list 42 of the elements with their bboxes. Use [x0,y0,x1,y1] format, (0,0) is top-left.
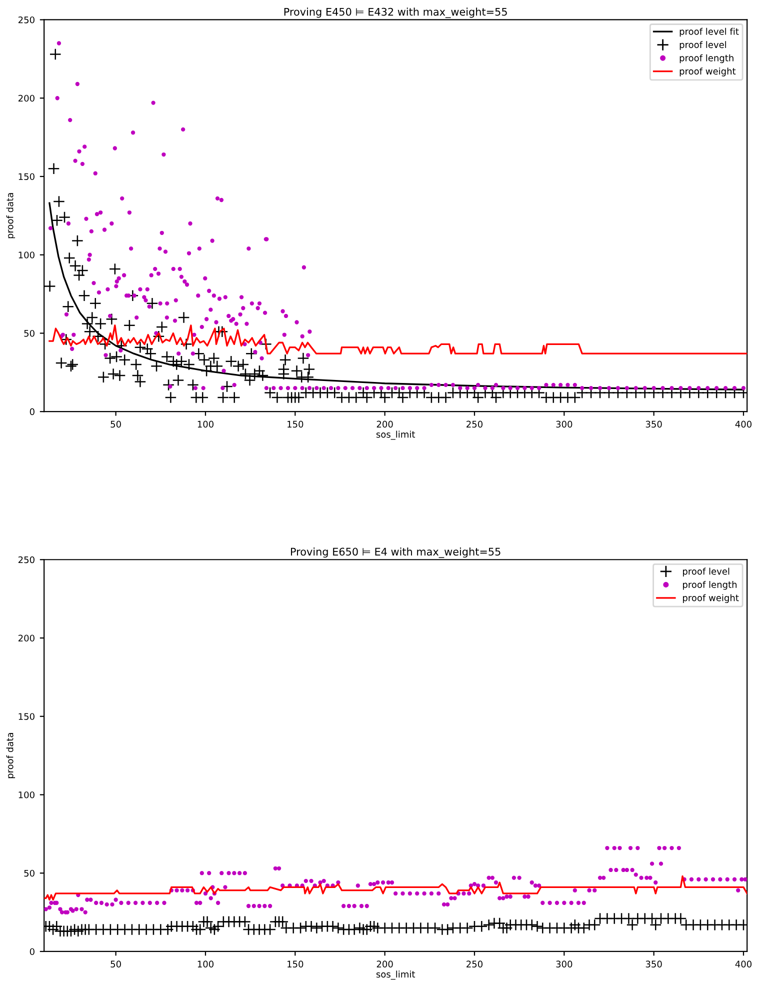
x-tick-label: 400 [735,420,752,428]
x-tick-label: 150 [288,420,304,428]
x-tick-label: 300 [556,960,572,968]
legend-label: proof level fit [680,28,739,37]
x-tick-label: 400 [735,960,752,968]
y-tick-label: 100 [18,252,34,258]
x-tick-label: 250 [466,420,483,428]
legend-label: proof length [683,581,737,590]
legend-label: proof level [683,568,730,576]
y-tick-label: 50 [24,330,34,337]
y-tick-label: 200 [18,94,34,102]
x-tick-label: 100 [198,420,214,428]
x-tick-label: 200 [376,420,393,428]
y-tick-label: 50 [24,870,34,877]
x-axis-title: sos_limit [376,970,416,980]
x-tick-label: 300 [556,420,572,428]
y-tick-label: 0 [30,948,34,956]
y-axis-title: proof data [6,193,16,238]
legend-label: proof length [680,54,734,64]
x-tick-label: 100 [198,960,214,968]
x-axis-title: sos_limit [376,430,416,440]
y-tick-label: 250 [18,16,34,24]
y-axis-title: proof data [6,733,16,778]
y-tick-label: 150 [18,173,34,180]
x-tick-label: 200 [376,960,393,968]
legend-label: proof weight [680,68,736,76]
x-tick-label: 350 [646,960,662,968]
y-tick-label: 100 [18,791,34,798]
chart-title: Proving E450 ⊨ E432 with max_weight=55 [284,8,507,18]
y-tick-label: 150 [18,713,34,720]
x-tick-label: 150 [288,960,304,968]
x-tick-label: 50 [110,420,121,428]
y-tick-label: 250 [18,556,34,564]
y-tick-label: 200 [18,634,34,642]
y-tick-label: 0 [30,408,34,416]
x-tick-label: 50 [110,960,121,968]
line-series [48,324,748,354]
chart-title: Proving E650 ⊨ E4 with max_weight=55 [291,548,500,558]
x-tick-label: 250 [466,960,483,968]
legend-label: proof level [680,41,726,50]
legend-label: proof weight [683,594,739,603]
x-tick-label: 350 [646,420,662,428]
